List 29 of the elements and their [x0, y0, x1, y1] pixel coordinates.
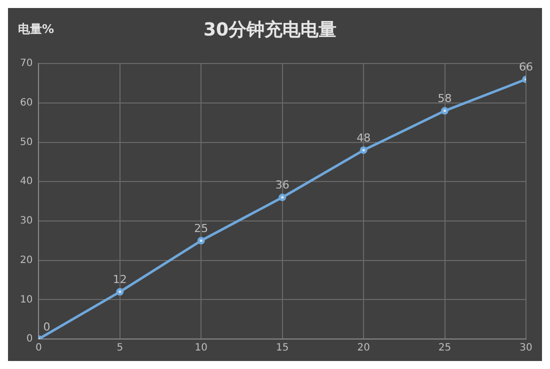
y-tick-label: 0	[26, 334, 33, 345]
x-tick-label: 15	[276, 342, 289, 354]
y-tick-label: 60	[20, 98, 33, 109]
point	[197, 236, 205, 244]
y-tick-label: 70	[20, 58, 33, 70]
y-tick-label: 10	[20, 294, 33, 306]
x-tick-label: 10	[194, 342, 208, 354]
data-label: 25	[194, 222, 208, 235]
data-label: 66	[519, 60, 533, 74]
chart-title: 30分钟充电电量	[203, 19, 337, 40]
x-tick-label: 0	[36, 342, 42, 354]
data-label: 48	[356, 132, 371, 145]
x-tick-label: 30	[520, 342, 532, 354]
y-tick-label: 40	[20, 176, 33, 188]
data-label: 12	[112, 273, 127, 286]
y-tick-label: 20	[20, 254, 33, 266]
point	[116, 288, 124, 296]
y-tick-label: 50	[20, 136, 33, 148]
data-label: 0	[43, 320, 50, 334]
point	[278, 194, 286, 202]
x-tick-label: 5	[116, 342, 124, 354]
point	[360, 146, 368, 154]
x-tick-label: 20	[357, 342, 370, 354]
y-tick-label: 30	[20, 216, 33, 227]
data-label: 58	[438, 92, 452, 106]
data-label: 36	[275, 178, 290, 192]
y-axis-title: 电量%	[18, 22, 54, 36]
point	[441, 107, 449, 115]
x-tick-label: 25	[438, 342, 452, 354]
